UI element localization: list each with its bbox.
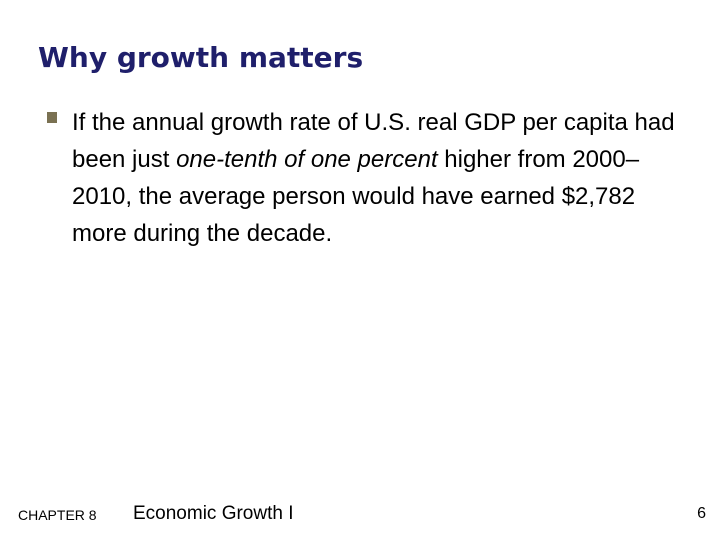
bullet-text-end: higher from 2000–2010, the average perso… <box>72 146 640 247</box>
bullet-item: If the annual growth rate of U.S. real G… <box>44 104 684 252</box>
bullet-list: If the annual growth rate of U.S. real G… <box>44 104 684 252</box>
bullet-text: If the annual growth rate of U.S. real G… <box>72 109 675 247</box>
bullet-text-emphasis: one-tenth of one percent <box>176 146 438 173</box>
slide-title: Why growth matters <box>38 41 364 74</box>
square-bullet-icon <box>47 112 57 123</box>
footer-topic: Economic Growth I <box>133 503 294 524</box>
page-number: 6 <box>697 505 706 522</box>
bullet-text-start: If the annual growth rate of U.S. real G… <box>72 109 675 173</box>
footer-chapter: CHAPTER 8 <box>18 507 97 523</box>
